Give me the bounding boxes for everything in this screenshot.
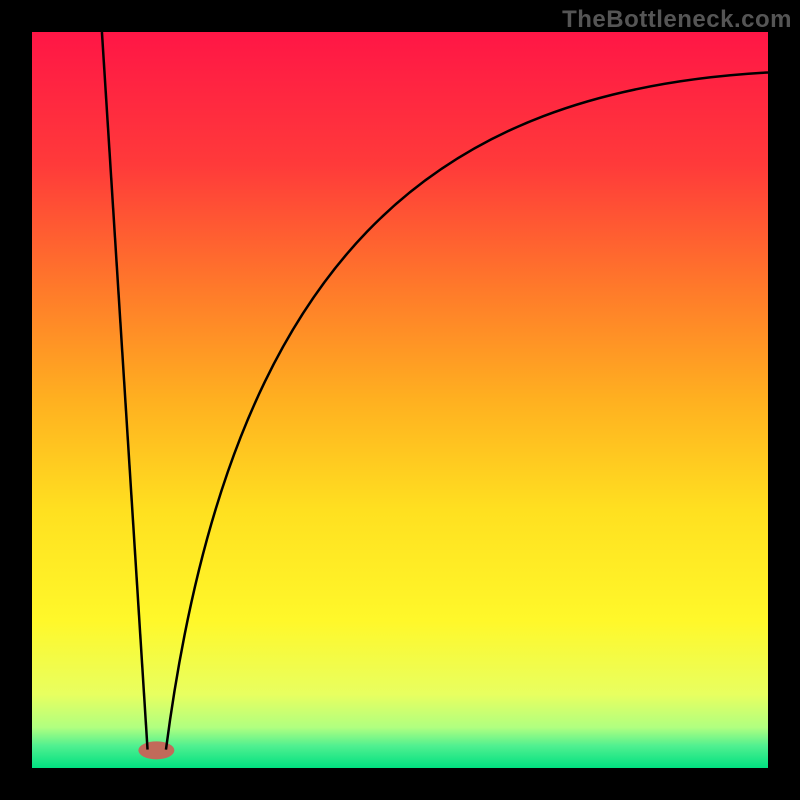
left-curve	[102, 32, 148, 750]
right-curve	[166, 72, 768, 749]
bottleneck-marker	[138, 741, 174, 759]
curves-layer	[32, 32, 768, 768]
plot-area	[32, 32, 768, 768]
watermark-text: TheBottleneck.com	[562, 6, 792, 34]
chart-container: TheBottleneck.com	[0, 0, 800, 800]
